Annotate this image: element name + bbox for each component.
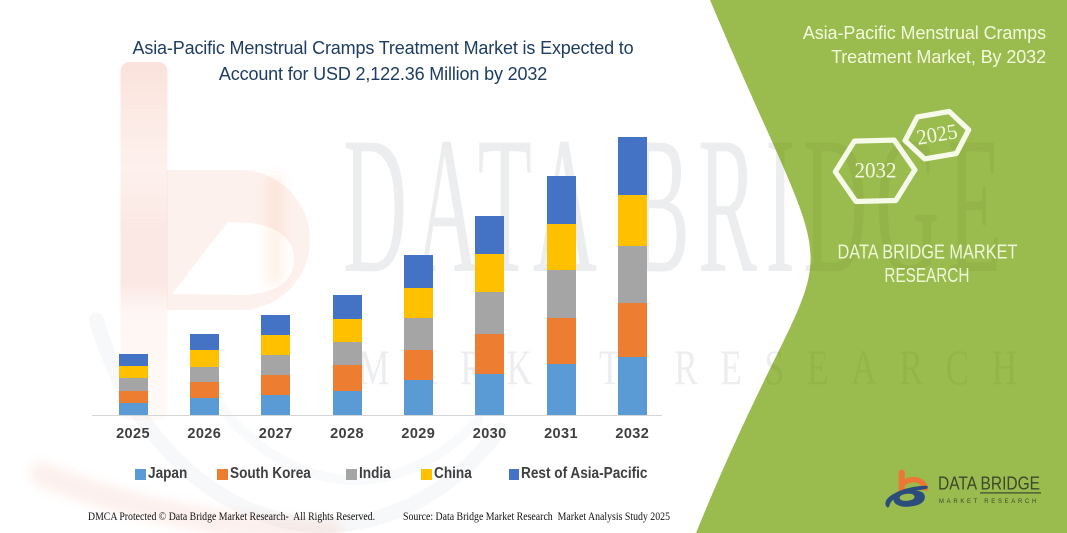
svg-text:MARKET RESEARCH: MARKET RESEARCH <box>939 498 1039 505</box>
svg-text:2032: 2032 <box>855 158 897 183</box>
svg-text:RESEARCH: RESEARCH <box>884 264 969 287</box>
svg-text:MARKET RESEARCH: MARKET RESEARCH <box>358 339 1040 395</box>
svg-text:DATA BRIDGE MARKET: DATA BRIDGE MARKET <box>838 241 1018 264</box>
svg-text:DATA BRIDGE: DATA BRIDGE <box>938 473 1040 494</box>
svg-text:2025: 2025 <box>915 119 959 150</box>
